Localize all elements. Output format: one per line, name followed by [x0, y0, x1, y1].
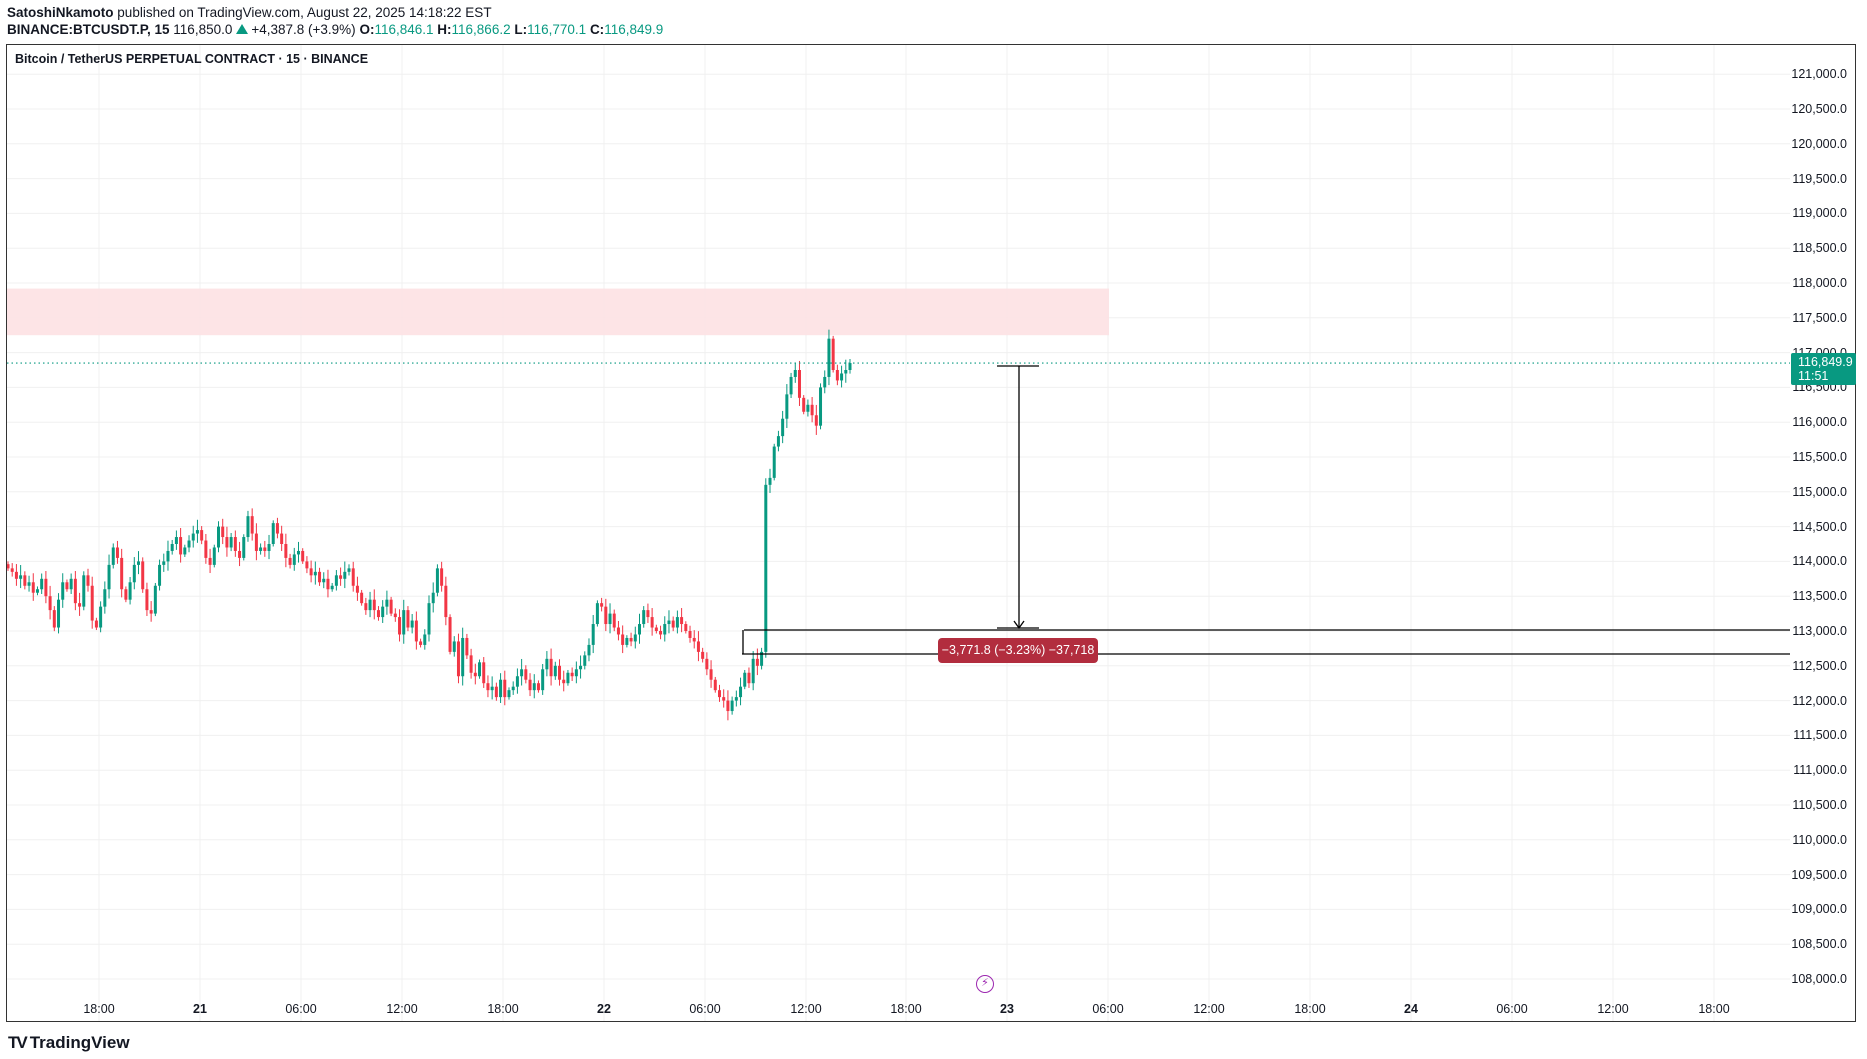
time-tick: 12:00 — [790, 1002, 822, 1016]
price-tick: 117,500.0 — [1792, 310, 1847, 325]
price-tick: 119,500.0 — [1792, 171, 1847, 186]
price-tick: 118,000.0 — [1792, 276, 1847, 290]
chart-frame — [6, 44, 1856, 1022]
price-tick: 109,500.0 — [1791, 867, 1847, 882]
open-value: 116,846.1 — [374, 22, 434, 37]
price-tick: 115,000.0 — [1792, 484, 1847, 499]
lightning-event-icon[interactable]: ⚡ — [976, 975, 994, 993]
price-tick: 120,500.0 — [1791, 102, 1847, 116]
high-value: 116,866.2 — [451, 22, 511, 37]
time-tick: 06:00 — [689, 1002, 721, 1016]
close-value: 116,849.9 — [604, 22, 664, 37]
price-tick: 114,500.0 — [1792, 519, 1847, 534]
price-tick: 108,000.0 — [1791, 972, 1847, 986]
time-tick: 12:00 — [1597, 1002, 1629, 1016]
last-price: 116,850.0 — [173, 22, 233, 37]
time-tick: 12:00 — [1193, 1002, 1225, 1016]
time-tick: 18:00 — [83, 1002, 115, 1016]
high-label: H: — [437, 22, 452, 37]
price-tick: 119,000.0 — [1792, 206, 1847, 221]
chart-title: Bitcoin / TetherUS PERPETUAL CONTRACT · … — [15, 52, 369, 66]
price-tick: 112,500.0 — [1792, 658, 1847, 673]
time-tick: 21 — [193, 1002, 207, 1016]
low-value: 116,770.1 — [527, 22, 587, 37]
time-tick: 06:00 — [285, 1002, 317, 1016]
last-price-label: 116,849.9 11:51 — [1791, 353, 1856, 385]
price-tick: 112,000.0 — [1792, 693, 1847, 708]
time-tick: 12:00 — [386, 1002, 418, 1016]
measure-label[interactable]: −3,771.8 (−3.23%) −37,718 — [938, 638, 1098, 663]
logo-text: TradingView — [29, 1033, 130, 1052]
tradingview-logo[interactable]: TV TradingView — [8, 1033, 130, 1053]
tv-logo-mark-icon: TV — [8, 1033, 28, 1052]
price-tick: 120,000.0 — [1791, 136, 1847, 151]
price-tick: 116,000.0 — [1792, 415, 1847, 430]
price-change: +4,387.8 (+3.9%) — [251, 22, 356, 37]
author-name[interactable]: SatoshiNkamoto — [7, 5, 114, 20]
price-tick: 111,500.0 — [1793, 728, 1847, 743]
last-price-value: 116,849.9 — [1798, 355, 1853, 369]
price-tick: 115,500.0 — [1792, 450, 1847, 464]
price-tick: 109,000.0 — [1791, 902, 1847, 917]
price-tick: 108,500.0 — [1791, 937, 1847, 952]
publish-info: SatoshiNkamoto published on TradingView.… — [7, 4, 492, 21]
time-tick: 24 — [1404, 1002, 1418, 1016]
price-tick: 121,000.0 — [1791, 67, 1847, 82]
price-tick: 118,500.0 — [1792, 241, 1847, 256]
price-tick: 113,000.0 — [1792, 624, 1847, 638]
open-label: O: — [359, 22, 375, 37]
price-tick: 114,000.0 — [1792, 554, 1847, 569]
up-triangle-icon — [236, 24, 249, 34]
symbol-name: BINANCE:BTCUSDT.P, 15 — [7, 22, 170, 37]
time-tick: 18:00 — [890, 1002, 922, 1016]
time-tick: 06:00 — [1496, 1002, 1528, 1016]
time-tick: 18:00 — [1294, 1002, 1326, 1016]
price-tick: 113,500.0 — [1792, 589, 1847, 604]
time-tick: 18:00 — [1698, 1002, 1730, 1016]
low-label: L: — [514, 22, 528, 37]
symbol-info-line: BINANCE:BTCUSDT.P, 15 116,850.0 +4,387.8 … — [7, 21, 663, 38]
published-text: published on TradingView.com, August 22,… — [117, 5, 492, 20]
price-tick: 111,000.0 — [1793, 763, 1847, 778]
price-tick: 110,000.0 — [1792, 832, 1847, 847]
close-label: C: — [589, 22, 605, 37]
time-tick: 23 — [1000, 1002, 1014, 1016]
time-tick: 06:00 — [1092, 1002, 1124, 1016]
price-tick: 110,500.0 — [1792, 798, 1847, 812]
time-tick: 22 — [597, 1002, 611, 1016]
time-tick: 18:00 — [487, 1002, 519, 1016]
bar-countdown: 11:51 — [1798, 369, 1829, 383]
